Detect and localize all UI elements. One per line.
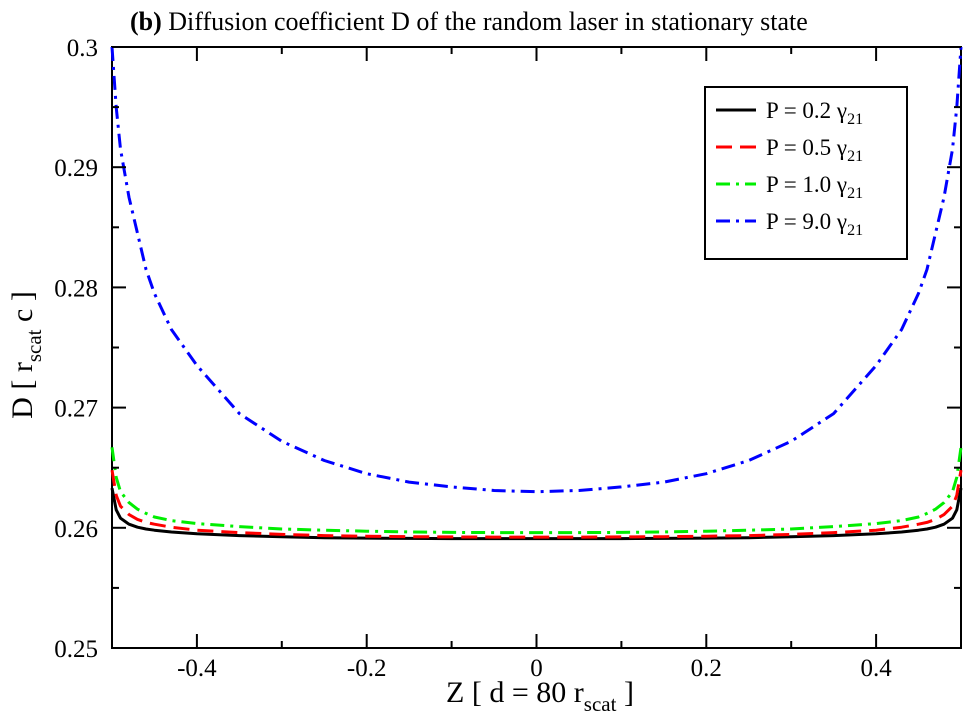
legend-label-sub: 21: [847, 148, 863, 165]
chart-title-bold: (b): [130, 7, 162, 36]
legend-label-sub: 21: [847, 111, 863, 128]
legend-label-main: P = 9.0 γ: [766, 209, 847, 234]
y-tick-label: 0.25: [54, 636, 98, 663]
x-tick-label: 0: [530, 655, 543, 682]
x-tick-label: 0.2: [691, 655, 722, 682]
y-axis-label-main: D [ r: [6, 362, 39, 419]
legend-label-main: P = 1.0 γ: [766, 172, 847, 197]
chart-title: (b) Diffusion coefficient D of the rando…: [130, 7, 808, 36]
x-axis-label: Z [ d = 80 rscat ]: [446, 676, 634, 716]
x-axis-label-main: Z [ d = 80 r: [446, 676, 584, 709]
axis-ticks: -0.4 -0.2 0 0.2 0.4 0.25 0.26 0.27 0.28 0.29 0.3: [54, 35, 961, 682]
x-axis-label-sub: scat: [584, 692, 617, 716]
legend-label-main: P = 0.2 γ: [766, 98, 847, 123]
series-line-2: [110, 469, 963, 539]
legend-label: P = 9.0 γ21: [766, 209, 863, 239]
y-tick-label: 0.27: [54, 396, 98, 423]
series-lines: [110, 46, 963, 541]
legend-label: P = 0.2 γ21: [766, 98, 863, 128]
chart-title-text: Diffusion coefficient D of the random la…: [162, 7, 808, 36]
y-axis-label: D [ rscat c ]: [6, 291, 46, 419]
legend-label-sub: 21: [847, 185, 863, 202]
x-axis-label-end: ]: [616, 676, 634, 709]
y-tick-label: 0.26: [54, 516, 98, 543]
y-axis-label-sub: scat: [22, 329, 46, 362]
y-tick-label: 0.3: [67, 35, 98, 62]
x-tick-label: -0.4: [177, 655, 217, 682]
y-axis-label-end: c ]: [6, 291, 39, 329]
y-tick-label: 0.28: [54, 275, 98, 302]
x-tick-label: -0.2: [347, 655, 387, 682]
legend-label: P = 1.0 γ21: [766, 172, 863, 202]
series-line-3: [110, 447, 963, 535]
legend-label-main: P = 0.5 γ: [766, 135, 847, 160]
y-tick-label: 0.29: [54, 155, 98, 182]
series-line-4: [110, 46, 963, 494]
x-tick-label: 0.4: [860, 655, 892, 682]
legend-label-sub: 21: [847, 222, 863, 239]
legend-label: P = 0.5 γ21: [766, 135, 863, 165]
legend-box: [704, 86, 908, 260]
series-line-1: [110, 487, 963, 541]
